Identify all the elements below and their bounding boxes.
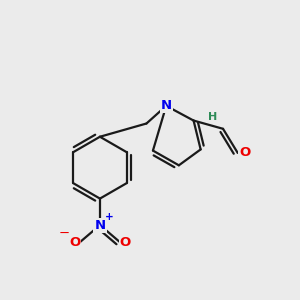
Text: +: + xyxy=(105,212,114,222)
Text: O: O xyxy=(69,236,80,249)
Text: O: O xyxy=(239,146,251,159)
Text: N: N xyxy=(160,99,172,112)
Text: O: O xyxy=(120,236,131,249)
Text: −: − xyxy=(58,227,69,240)
Text: N: N xyxy=(94,219,106,232)
Text: H: H xyxy=(208,112,217,122)
